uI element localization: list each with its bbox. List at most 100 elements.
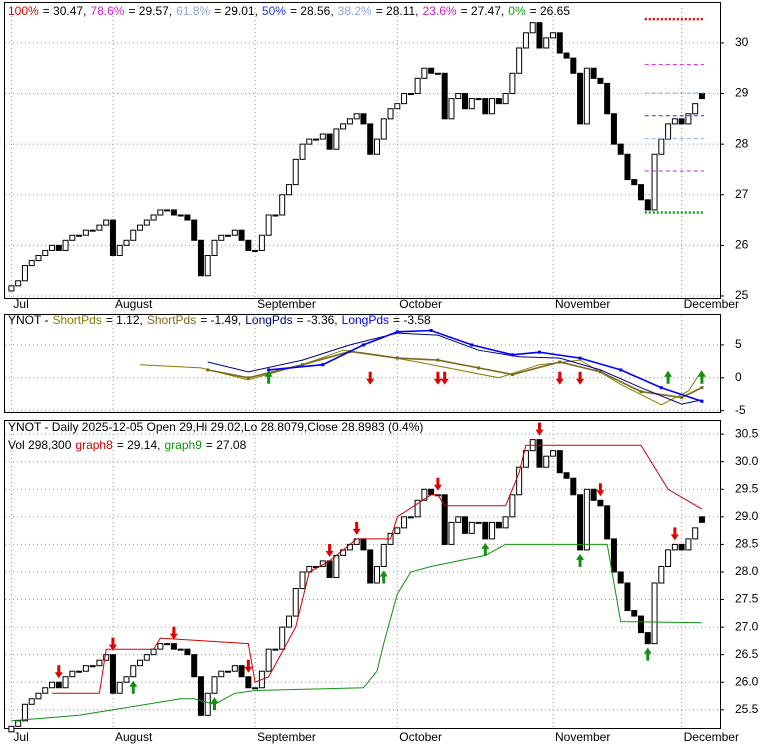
- candle: [407, 93, 414, 96]
- candle: [617, 143, 624, 155]
- header-part: 78.6%: [90, 4, 124, 18]
- y-tick-label: 0: [735, 370, 742, 384]
- candle: [211, 239, 218, 256]
- candle: [197, 676, 204, 716]
- candle: [665, 123, 672, 140]
- candle: [394, 527, 401, 534]
- candle: [123, 676, 130, 683]
- candle: [15, 720, 22, 727]
- candle: [28, 260, 35, 267]
- candle: [543, 455, 550, 468]
- sell-arrow: [555, 371, 564, 385]
- candle: [137, 659, 144, 667]
- candle: [353, 113, 360, 120]
- candle: [245, 239, 252, 251]
- candle: [123, 239, 130, 246]
- candle: [685, 538, 692, 551]
- header-part: = 29.14,: [117, 438, 161, 452]
- candle: [428, 67, 435, 74]
- candle: [346, 118, 353, 125]
- candle: [116, 681, 123, 694]
- candle: [597, 499, 604, 507]
- y-tick-label: 29.0: [735, 509, 759, 523]
- candle: [475, 98, 482, 101]
- y-tick-label: 30.0: [735, 454, 759, 468]
- x-tick-label: August: [115, 297, 153, 311]
- candle: [624, 582, 631, 612]
- candle: [157, 209, 164, 216]
- header-part: LongPds: [245, 313, 292, 327]
- candle: [204, 692, 211, 716]
- candle: [644, 199, 651, 211]
- header-part: 38.2%: [338, 4, 372, 18]
- candle: [638, 184, 645, 201]
- candle: [109, 654, 116, 694]
- candle: [150, 214, 157, 221]
- candle: [252, 687, 259, 690]
- candle: [489, 98, 496, 115]
- series-marker: [477, 366, 481, 370]
- candle: [570, 477, 577, 496]
- candle: [502, 93, 509, 105]
- series-marker: [395, 356, 399, 360]
- candle: [299, 571, 306, 590]
- candle: [238, 665, 245, 678]
- series-marker: [639, 390, 643, 394]
- y-tick-label: 26: [735, 238, 749, 252]
- series-marker: [470, 343, 474, 347]
- header-part: ShortPds: [52, 313, 101, 327]
- x-tick-label: December: [684, 730, 739, 744]
- candle: [428, 488, 435, 496]
- buy-arrow: [210, 697, 219, 711]
- candle: [62, 676, 69, 689]
- candle: [265, 214, 272, 236]
- candle: [401, 93, 408, 105]
- candle: [658, 565, 665, 584]
- candle: [509, 494, 516, 518]
- series-marker: [700, 386, 704, 390]
- sell-arrow: [366, 371, 375, 385]
- series-marker: [206, 368, 210, 372]
- candle: [292, 158, 299, 186]
- buy-arrow: [129, 680, 138, 694]
- candle: [82, 665, 89, 672]
- candle: [191, 219, 198, 241]
- candle: [225, 670, 232, 673]
- candle: [698, 93, 705, 100]
- buy-arrow: [379, 570, 388, 584]
- y-tick-label: 27.0: [735, 619, 759, 633]
- candle: [495, 98, 502, 105]
- candle: [258, 234, 265, 251]
- candle: [49, 244, 56, 251]
- header-part: = -3.36,: [297, 313, 338, 327]
- candle: [455, 93, 462, 100]
- candle: [89, 229, 96, 232]
- candle: [583, 488, 590, 551]
- candle: [441, 72, 448, 120]
- candle: [76, 234, 83, 237]
- y-tick-label: 30.5: [735, 426, 759, 440]
- header-part: LongPds: [342, 313, 389, 327]
- x-tick-label: August: [115, 730, 153, 744]
- candle: [468, 521, 475, 534]
- candle: [455, 516, 462, 523]
- y-tick-label: 27: [735, 187, 749, 201]
- sell-arrow: [169, 626, 178, 640]
- candle: [62, 239, 69, 251]
- buy-arrow: [697, 370, 706, 384]
- candle: [461, 93, 468, 110]
- header-part: 50%: [262, 4, 286, 18]
- x-tick-label: December: [684, 297, 739, 311]
- header-part: 61.8%: [176, 4, 210, 18]
- header-part: 23.6%: [423, 4, 457, 18]
- candle: [360, 538, 367, 551]
- sell-arrow: [352, 521, 361, 535]
- header-part: = -3.58: [393, 313, 431, 327]
- candle: [590, 67, 597, 79]
- candle: [617, 571, 624, 584]
- candle: [69, 670, 76, 678]
- buy-arrow: [576, 553, 585, 567]
- candle: [177, 214, 184, 217]
- header-part: = 27.47,: [461, 4, 505, 18]
